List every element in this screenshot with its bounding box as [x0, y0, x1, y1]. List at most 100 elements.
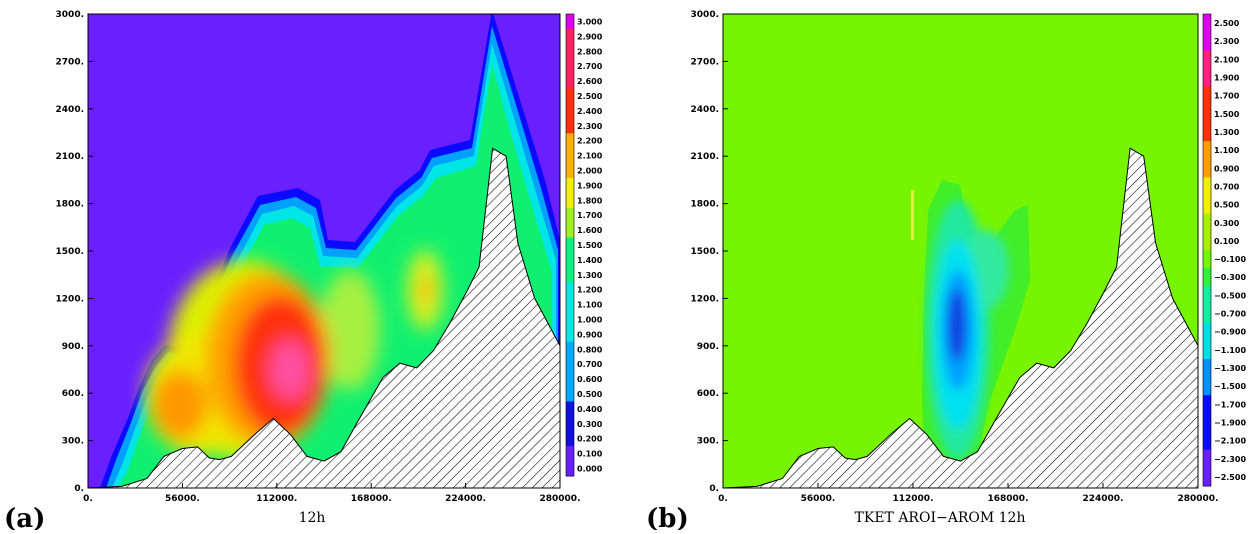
y-tick-label: 2400.	[56, 105, 84, 115]
panel-b-y-axis: 0. 300. 600. 900. 1200. 1500. 1800. 2100. 2400. 2…	[691, 10, 728, 494]
colorbar-label: 2.900	[577, 32, 603, 41]
colorbar-label: −1.300	[1214, 364, 1246, 373]
x-tick-label: 112000.	[893, 494, 934, 504]
x-tick-label: 168000.	[988, 494, 1029, 504]
contour-warm-core	[145, 250, 443, 460]
colorbar-label: 0.500	[1214, 201, 1240, 210]
y-tick-label: 900.	[697, 342, 719, 352]
colorbar-label: 2.500	[1214, 19, 1240, 28]
colorbar-swatch	[1203, 340, 1211, 360]
y-tick-label: 0.	[74, 484, 84, 494]
colorbar-label: 1.900	[577, 181, 603, 190]
colorbar-swatch	[1203, 467, 1211, 487]
colorbar-swatch	[566, 326, 574, 343]
colorbar-swatch	[566, 118, 574, 134]
colorbar-label: 0.800	[577, 345, 603, 354]
contour-diff-core	[926, 200, 1009, 460]
panel-b: 0. 300. 600. 900. 1200. 1500. 1800. 2100. 2400. 2…	[646, 10, 1246, 534]
colorbar-label: 1.100	[577, 301, 603, 310]
panel-b-caption: TKET AROI−AROM 12h	[855, 510, 1026, 526]
colorbar-swatch	[1203, 104, 1211, 124]
colorbar-swatch	[566, 252, 574, 268]
colorbar-swatch	[1203, 250, 1211, 269]
colorbar-swatch	[566, 207, 574, 224]
colorbar-swatch	[1203, 377, 1211, 396]
colorbar-swatch	[1203, 304, 1211, 324]
panel-b-terrain	[723, 147, 1198, 488]
colorbar-swatch	[1203, 14, 1211, 33]
colorbar-swatch	[566, 282, 574, 298]
colorbar-swatch	[1203, 431, 1211, 451]
y-tick-label: 2400.	[691, 105, 719, 115]
colorbar-swatch	[566, 222, 574, 239]
y-tick-label: 3000.	[691, 10, 719, 20]
x-tick-label: 280000.	[540, 494, 581, 504]
colorbar-label: 3.000	[577, 17, 603, 26]
colorbar-swatch	[1203, 322, 1211, 342]
colorbar-swatch	[566, 431, 574, 447]
colorbar-label: −2.100	[1214, 437, 1246, 446]
colorbar-swatch	[566, 446, 574, 462]
colorbar-label: 0.900	[577, 330, 603, 339]
x-tick-label: 0.	[83, 494, 93, 504]
x-tick-label: 224000.	[1083, 494, 1124, 504]
colorbar-swatch	[566, 297, 574, 313]
panel-b-difference-field	[911, 180, 1030, 470]
colorbar-label: 2.600	[577, 77, 603, 86]
colorbar-swatch	[1203, 449, 1211, 469]
colorbar-swatch	[566, 73, 574, 90]
panel-a-colorbar: 3.000 2.900 2.800 2.700 2.600 2.500 2.400 2.300…	[565, 13, 603, 477]
contour-diff-positive-streak	[911, 190, 914, 240]
colorbar-label: 2.300	[1214, 37, 1240, 46]
colorbar-swatch	[566, 267, 574, 283]
x-tick-label: 112000.	[256, 494, 297, 504]
panel-a: 0. 300. 600. 900. 1200. 1500. 1800. 2100. 2400. 2…	[4, 10, 603, 534]
colorbar-swatch	[1203, 413, 1211, 433]
colorbar-label: 2.400	[577, 107, 603, 116]
panel-a-caption: 12h	[299, 510, 326, 526]
colorbar-label: 1.300	[577, 271, 603, 280]
colorbar-label: 1.700	[1214, 92, 1240, 101]
colorbar-label: 2.100	[577, 152, 603, 161]
colorbar-swatch	[1203, 195, 1211, 215]
colorbar-swatch	[566, 58, 574, 75]
y-tick-label: 1500.	[691, 247, 719, 257]
colorbar-label: 0.700	[577, 360, 603, 369]
colorbar-swatch	[566, 356, 574, 373]
y-tick-label: 2100.	[56, 152, 84, 162]
colorbar-swatch	[566, 14, 574, 30]
colorbar-label: −0.100	[1214, 255, 1246, 264]
x-tick-label: 280000.	[1178, 494, 1219, 504]
y-tick-label: 600.	[62, 389, 84, 399]
colorbar-swatch	[1203, 141, 1211, 160]
y-tick-label: 600.	[697, 389, 719, 399]
colorbar-label: 2.500	[577, 92, 603, 101]
y-tick-label: 2100.	[691, 152, 719, 162]
colorbar-swatch	[566, 237, 574, 253]
y-tick-label: 1200.	[691, 294, 719, 304]
colorbar-swatch	[1203, 86, 1211, 106]
colorbar-swatch	[1203, 358, 1211, 378]
y-tick-label: 2700.	[691, 57, 719, 67]
colorbar-swatch	[566, 133, 574, 149]
panel-b-x-axis: 0. 56000. 112000. 168000. 224000. 280000.	[718, 483, 1219, 504]
colorbar-label: 1.500	[1214, 110, 1240, 119]
colorbar-frame	[565, 13, 575, 477]
colorbar-swatch	[566, 386, 574, 402]
colorbar-label: 1.800	[577, 196, 603, 205]
colorbar-swatch	[1203, 213, 1211, 233]
colorbar-label: 2.800	[577, 47, 603, 56]
panel-a-terrain	[88, 147, 560, 488]
colorbar-label: 0.600	[577, 375, 603, 384]
colorbar-label: −0.900	[1214, 328, 1246, 337]
colorbar-swatch	[566, 401, 574, 417]
x-tick-label: 56000.	[801, 494, 836, 504]
y-tick-label: 1500.	[56, 247, 84, 257]
colorbar-swatch	[1203, 122, 1211, 142]
y-tick-label: 3000.	[56, 10, 84, 20]
panel-a-y-axis: 0. 300. 600. 900. 1200. 1500. 1800. 2100. 2400. 2…	[56, 10, 93, 494]
y-tick-label: 1200.	[56, 294, 84, 304]
colorbar-label: −2.300	[1214, 455, 1246, 464]
colorbar-swatch	[1203, 68, 1211, 88]
